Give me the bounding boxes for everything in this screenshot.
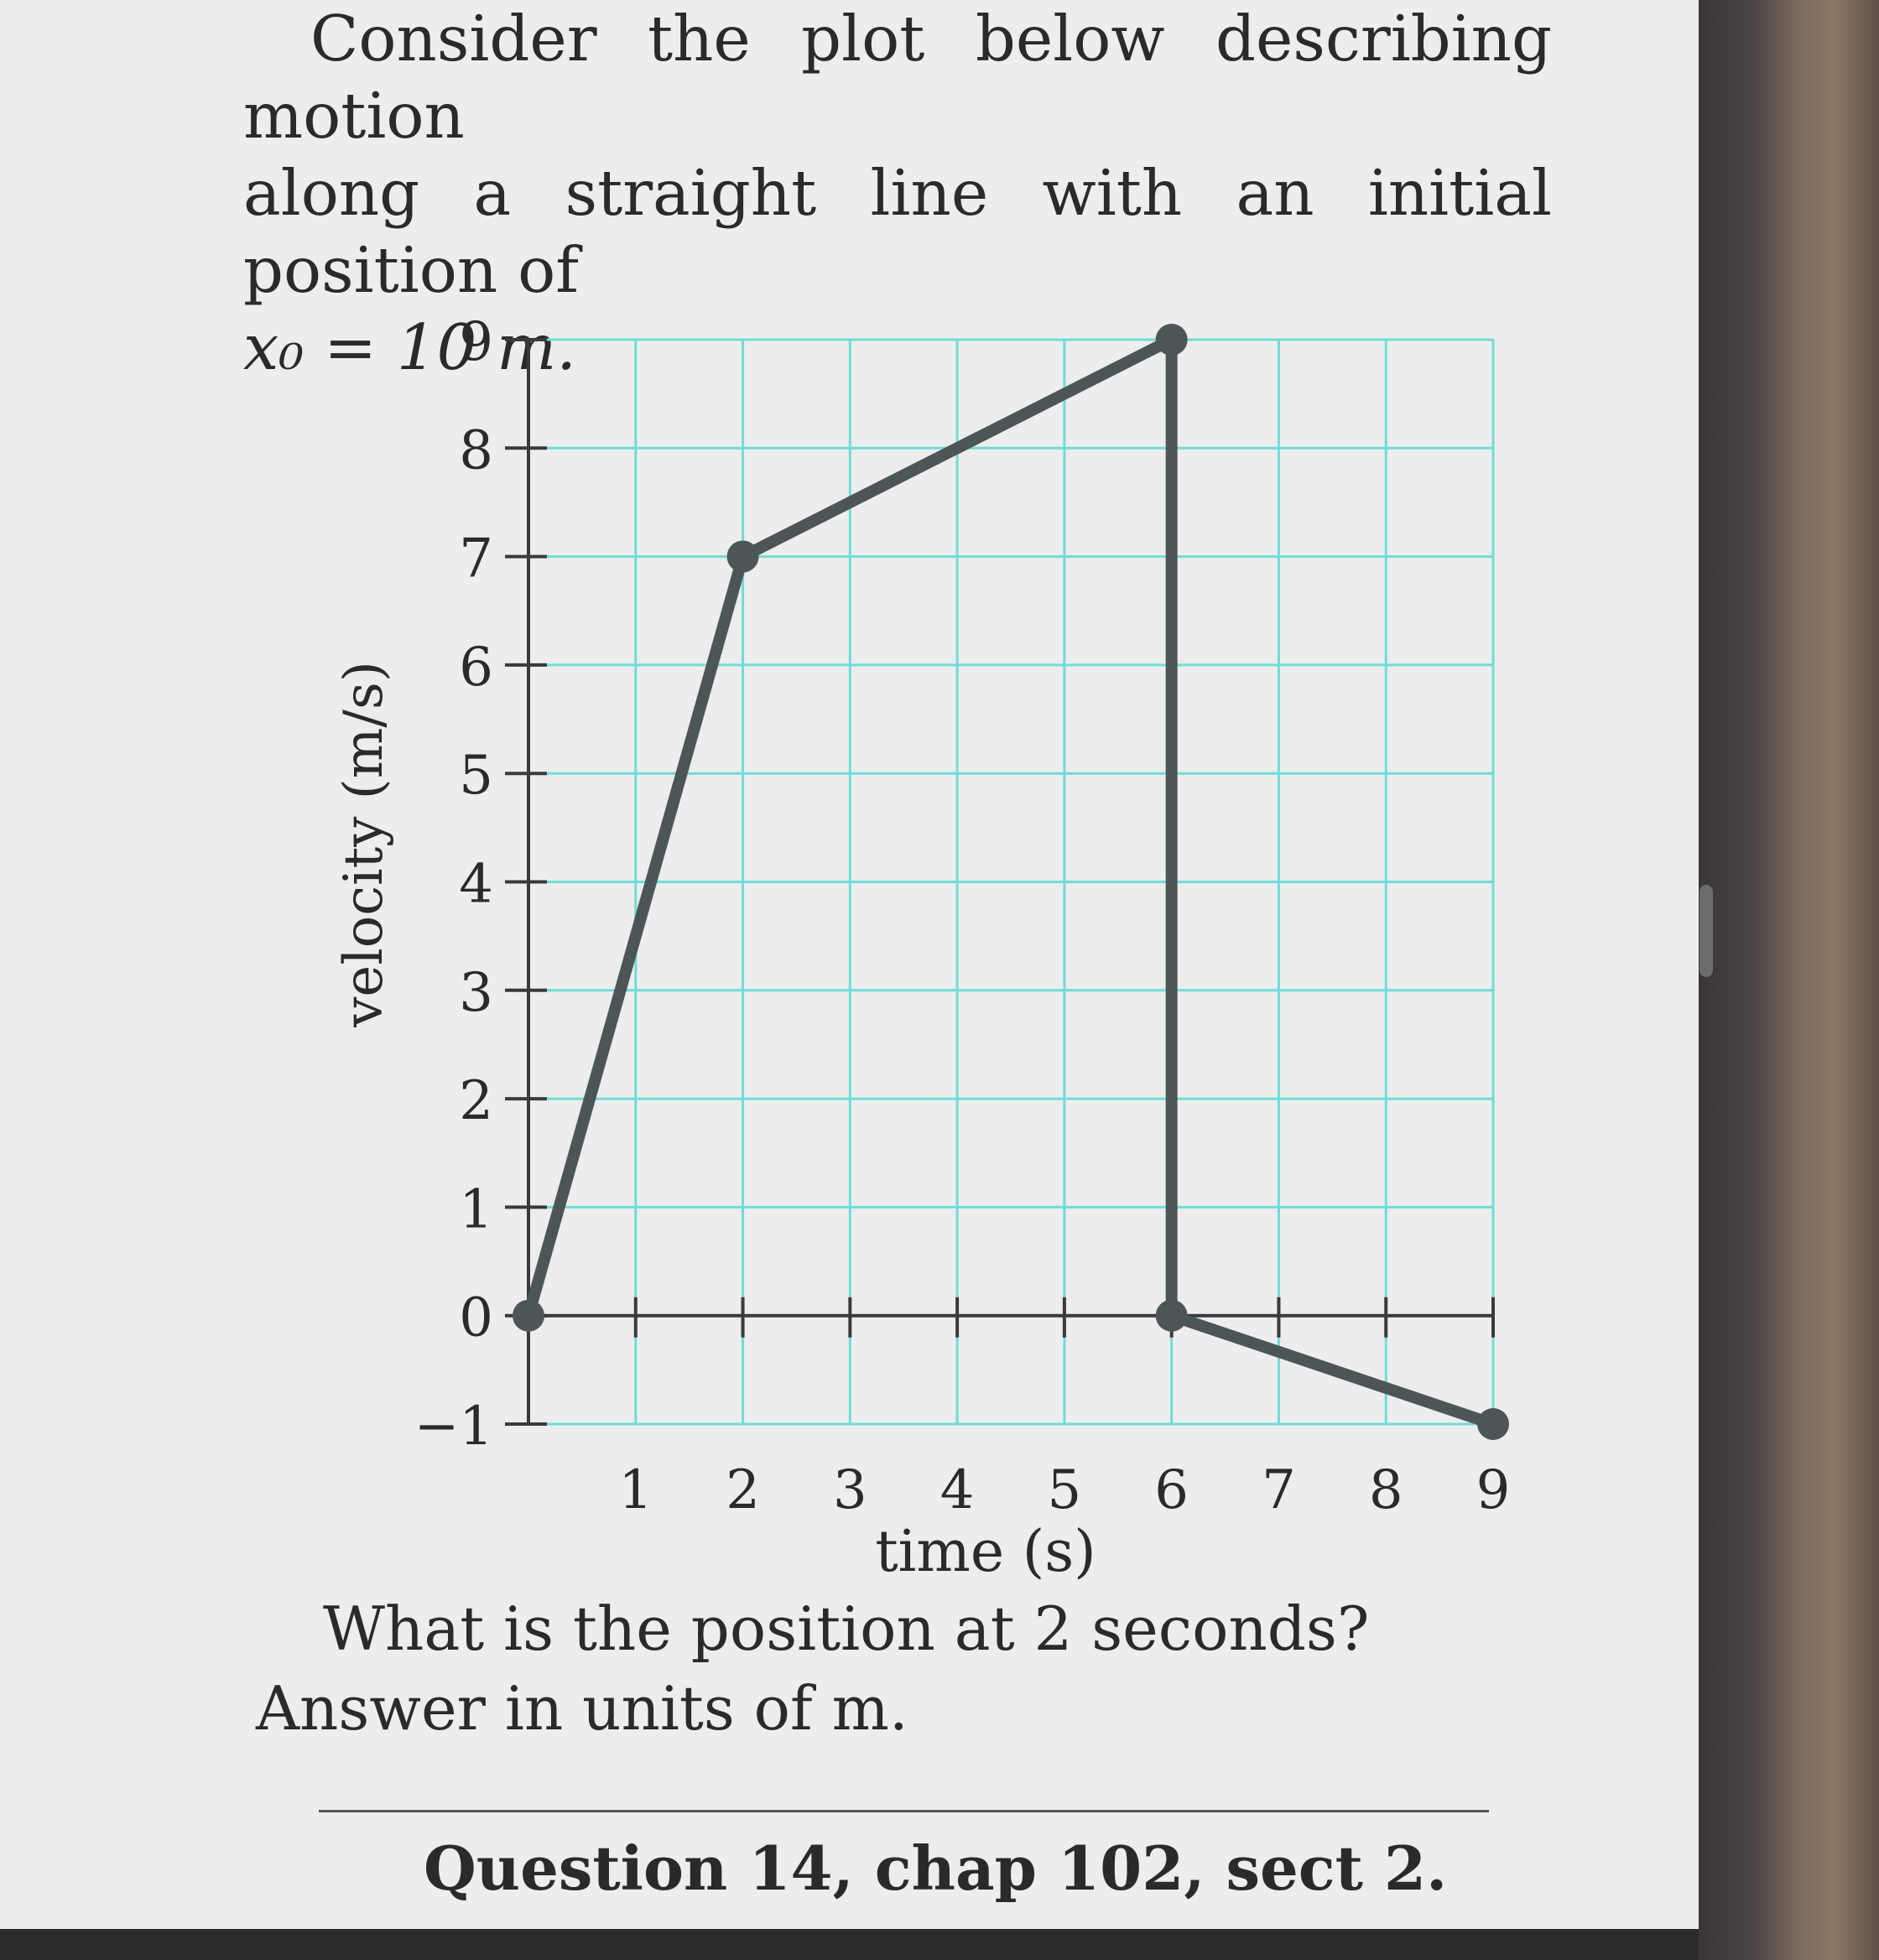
chart-svg: −1 0 1 2 3 4 5 6 7 8 9 1 2 3 4 5 6 7 8 9 time (s) velocity …: [333, 311, 1511, 1585]
y-tick-label: 8: [459, 419, 493, 481]
y-tick-label: 3: [459, 962, 493, 1024]
x-tick-label: 8: [1369, 1459, 1403, 1521]
y-tick-label: 0: [459, 1287, 493, 1349]
y-tick-label: 1: [459, 1178, 493, 1240]
x-tick-label: 4: [940, 1459, 975, 1521]
x-tick-label: 5: [1048, 1459, 1082, 1521]
x-tick-label: 7: [1262, 1459, 1296, 1521]
data-point-2: [1155, 324, 1188, 356]
y-tick-label: 2: [459, 1070, 493, 1132]
y-axis-label: velocity (m/s): [333, 661, 395, 1028]
divider: [319, 1810, 1489, 1812]
question-text: What is the position at 2 seconds?: [323, 1593, 1370, 1664]
intro-line-2: along a straight line with an initial po…: [243, 156, 1552, 307]
chart-ticks: [505, 338, 1495, 1426]
velocity-time-chart: −1 0 1 2 3 4 5 6 7 8 9 1 2 3 4 5 6 7 8 9 time (s) velocity …: [333, 311, 1511, 1585]
answer-prompt: Answer in units of m.: [256, 1673, 908, 1744]
data-point-1: [726, 540, 759, 573]
y-tick-label: −1: [414, 1396, 493, 1458]
y-tick-label: 5: [459, 745, 493, 807]
intro-line-1: Consider the plot below describing motio…: [243, 2, 1552, 153]
x-tick-label: 1: [618, 1459, 653, 1521]
x-tick-label: 6: [1154, 1459, 1189, 1521]
question-page: Consider the plot below describing motio…: [0, 0, 1699, 1929]
chart-series: [513, 324, 1509, 1440]
chart-grid: [527, 338, 1495, 1426]
y-tick-label: 6: [459, 637, 493, 699]
x-tick-label: 9: [1476, 1459, 1511, 1521]
x-axis-label: time (s): [875, 1519, 1096, 1585]
x-tick-label: 3: [833, 1459, 867, 1521]
intro-text: Consider the plot below describing motio…: [243, 0, 1552, 386]
monitor-bezel: [1699, 0, 1879, 1960]
data-point-3: [1155, 1299, 1188, 1332]
initial-position-math: x₀ = 10 m.: [243, 310, 577, 384]
x-tick-label: 2: [726, 1459, 760, 1521]
chart-tick-labels: −1 0 1 2 3 4 5 6 7 8 9 1 2 3 4 5 6 7 8 9: [414, 311, 1511, 1521]
y-tick-label: 4: [459, 854, 493, 916]
y-tick-label: 9: [459, 311, 493, 373]
data-point-4: [1477, 1408, 1509, 1440]
question-reference: Question 14, chap 102, sect 2.: [424, 1833, 1448, 1904]
y-tick-label: 7: [459, 528, 493, 590]
data-point-0: [513, 1299, 544, 1332]
scrollbar-thumb[interactable]: [1699, 885, 1713, 977]
